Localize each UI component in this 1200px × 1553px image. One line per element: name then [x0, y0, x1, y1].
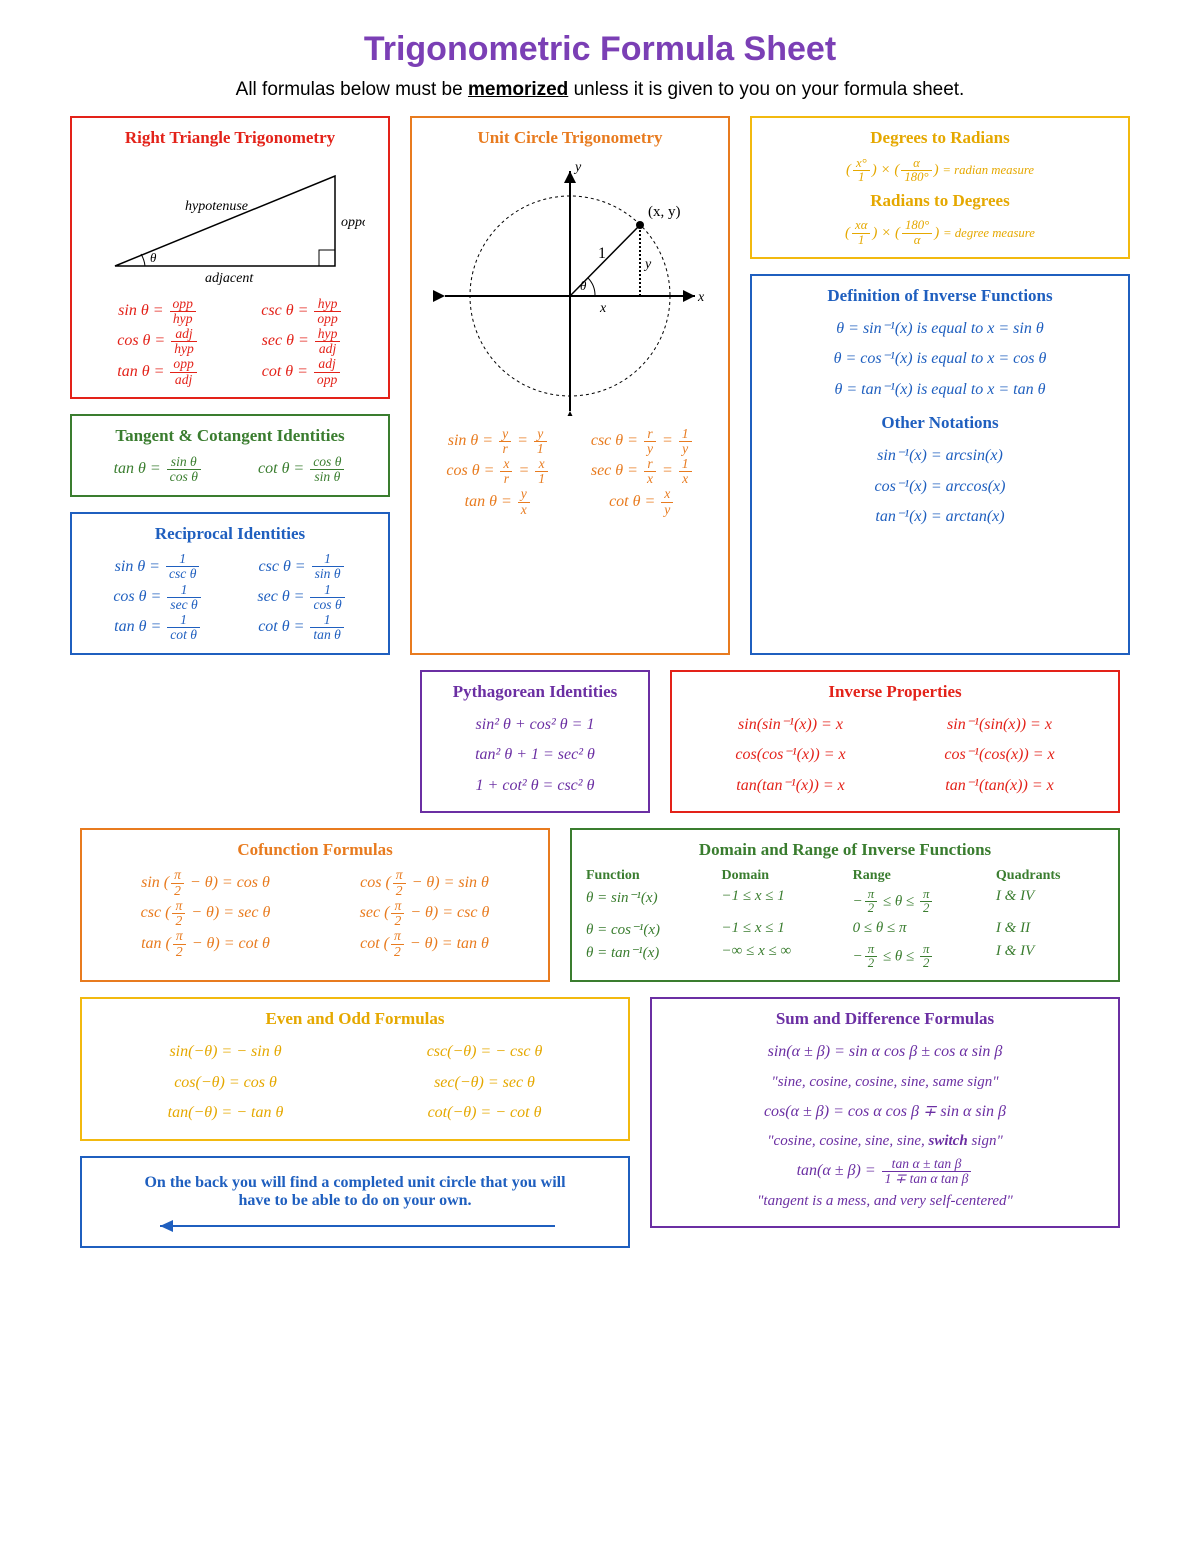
box-title: Inverse Properties: [686, 682, 1104, 702]
arrow-icon: [145, 1216, 565, 1236]
page-title: Trigonometric Formula Sheet: [60, 30, 1140, 69]
td: I & IV: [996, 943, 1104, 971]
formula-line: csc(−θ) = − csc θ: [427, 1037, 543, 1067]
box-cofunction: Cofunction Formulas sin (π2 − θ) = cos θ…: [80, 828, 550, 983]
svg-text:1: 1: [598, 245, 606, 262]
box-title: Degrees to Radians: [766, 128, 1114, 148]
subtitle-post: unless it is given to you on your formul…: [568, 79, 964, 100]
unit-circle-diagram: θ 1 y x (x, y) x y: [430, 156, 710, 416]
formula-line: cos⁻¹(x) = arccos(x): [766, 472, 1114, 502]
formula-line: tan² θ + 1 = sec² θ: [436, 740, 634, 770]
formula-line: cos(α ± β) = cos α cos β ∓ sin α sin β: [666, 1097, 1104, 1127]
formula-line: cos(−θ) = cos θ: [168, 1068, 284, 1098]
td: −π2 ≤ θ ≤ π2: [853, 888, 978, 916]
box-pythag: Pythagorean Identities sin² θ + cos² θ =…: [420, 670, 650, 813]
formula-line: tan⁻¹(tan(x)) = x: [944, 771, 1054, 801]
mnemonic: "sine, cosine, cosine, sine, same sign": [666, 1074, 1104, 1091]
formula-line: θ = sin⁻¹(x) is equal to x = sin θ: [766, 314, 1114, 344]
box-title: Definition of Inverse Functions: [766, 286, 1114, 306]
formula-line: tan⁻¹(x) = arctan(x): [766, 502, 1114, 532]
subtitle-mem: memorized: [468, 79, 568, 100]
formula-line: cos⁻¹(cos(x)) = x: [944, 740, 1054, 770]
box-even-odd: Even and Odd Formulas sin(−θ) = − sin θ …: [80, 997, 630, 1140]
main-grid: Right Triangle Trigonometry θ hypotenuse…: [60, 116, 1140, 655]
formula-line: sin(−θ) = − sin θ: [168, 1037, 284, 1067]
svg-text:hypotenuse: hypotenuse: [185, 199, 248, 214]
box-title: Unit Circle Trigonometry: [426, 128, 714, 148]
note-text: On the back you will find a completed un…: [96, 1168, 614, 1212]
box-reciprocal: Reciprocal Identities sin θ = 1csc θ cos…: [70, 512, 390, 655]
td: 0 ≤ θ ≤ π: [853, 920, 978, 939]
mnemonic: "cosine, cosine, sine, sine, switch sign…: [666, 1133, 1104, 1150]
formula-line: sin(α ± β) = sin α cos β ± cos α sin β: [666, 1037, 1104, 1067]
td: θ = sin⁻¹(x): [586, 888, 704, 916]
box-title: Domain and Range of Inverse Functions: [586, 840, 1104, 860]
col-left: sin θ = opphyp cos θ = adjhyp tan θ = op…: [117, 296, 199, 387]
formula-line: θ = tan⁻¹(x) is equal to x = tan θ: [766, 375, 1114, 405]
td: −π2 ≤ θ ≤ π2: [853, 943, 978, 971]
box-title: Pythagorean Identities: [436, 682, 634, 702]
box-subtitle: Other Notations: [766, 413, 1114, 433]
box-deg-rad: Degrees to Radians (x°1) × (α180°) = rad…: [750, 116, 1130, 259]
box-back-note: On the back you will find a completed un…: [80, 1156, 630, 1248]
box-inverse-props: Inverse Properties sin(sin⁻¹(x)) = x cos…: [670, 670, 1120, 813]
formula-line: sin⁻¹(x) = arcsin(x): [766, 441, 1114, 471]
row-2: Pythagorean Identities sin² θ + cos² θ =…: [60, 670, 1140, 813]
formula-line: cos(cos⁻¹(x)) = x: [735, 740, 845, 770]
formula-line: cot(−θ) = − cot θ: [427, 1098, 543, 1128]
formula-line: θ = cos⁻¹(x) is equal to x = cos θ: [766, 344, 1114, 374]
svg-text:(x, y): (x, y): [648, 204, 681, 220]
box-title: Tangent & Cotangent Identities: [86, 426, 374, 446]
svg-text:y: y: [573, 160, 582, 175]
box-title: Cofunction Formulas: [96, 840, 534, 860]
svg-text:x: x: [599, 301, 607, 316]
formula-line: sin² θ + cos² θ = 1: [436, 710, 634, 740]
box-inverse-def: Definition of Inverse Functions θ = sin⁻…: [750, 274, 1130, 655]
svg-text:y: y: [643, 257, 652, 272]
box-title: Even and Odd Formulas: [96, 1009, 614, 1029]
box-tan-cot: Tangent & Cotangent Identities tan θ = s…: [70, 414, 390, 496]
svg-text:θ: θ: [580, 278, 587, 293]
td: I & II: [996, 920, 1104, 939]
th: Domain: [722, 868, 835, 884]
formula-line: tan(−θ) = − tan θ: [168, 1098, 284, 1128]
svg-text:θ: θ: [150, 250, 157, 265]
formula-line: sin(sin⁻¹(x)) = x: [735, 710, 845, 740]
svg-text:adjacent: adjacent: [205, 271, 254, 286]
row-3: Cofunction Formulas sin (π2 − θ) = cos θ…: [60, 828, 1140, 983]
box-domain-range: Domain and Range of Inverse Functions Fu…: [570, 828, 1120, 983]
formula-line: sec(−θ) = sec θ: [427, 1068, 543, 1098]
svg-text:opposite: opposite: [341, 215, 365, 230]
formula-line: tan(α ± β) = tan α ± tan β1 ∓ tan α tan …: [666, 1156, 1104, 1186]
mnemonic: "tangent is a mess, and very self-center…: [666, 1193, 1104, 1210]
th: Function: [586, 868, 704, 884]
subtitle-pre: All formulas below must be: [236, 79, 468, 100]
box-right-triangle: Right Triangle Trigonometry θ hypotenuse…: [70, 116, 390, 399]
formula-line: 1 + cot² θ = csc² θ: [436, 771, 634, 801]
box-sum-diff: Sum and Difference Formulas sin(α ± β) =…: [650, 997, 1120, 1227]
right-triangle-diagram: θ hypotenuse opposite adjacent: [95, 156, 365, 286]
td: θ = cos⁻¹(x): [586, 920, 704, 939]
td: −1 ≤ x ≤ 1: [722, 920, 835, 939]
col-right: csc θ = hypopp sec θ = hypadj cot θ = ad…: [261, 296, 342, 387]
subtitle: All formulas below must be memorized unl…: [60, 79, 1140, 101]
th: Quadrants: [996, 868, 1104, 884]
box-title-2: Radians to Degrees: [766, 191, 1114, 211]
svg-text:x: x: [697, 290, 705, 305]
box-title: Right Triangle Trigonometry: [86, 128, 374, 148]
td: θ = tan⁻¹(x): [586, 943, 704, 971]
box-title: Sum and Difference Formulas: [666, 1009, 1104, 1029]
box-unit-circle: Unit Circle Trigonometry θ 1 y x (x, y) …: [410, 116, 730, 655]
box-title: Reciprocal Identities: [86, 524, 374, 544]
th: Range: [853, 868, 978, 884]
formula-line: sin⁻¹(sin(x)) = x: [944, 710, 1054, 740]
formula-line: tan(tan⁻¹(x)) = x: [735, 771, 845, 801]
td: −∞ ≤ x ≤ ∞: [722, 943, 835, 971]
td: −1 ≤ x ≤ 1: [722, 888, 835, 916]
td: I & IV: [996, 888, 1104, 916]
row-4: Even and Odd Formulas sin(−θ) = − sin θ …: [60, 997, 1140, 1247]
